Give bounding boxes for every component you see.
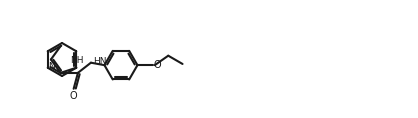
- Text: N: N: [48, 62, 55, 71]
- Text: O: O: [69, 91, 77, 101]
- Text: O: O: [154, 60, 161, 70]
- Text: NH: NH: [70, 56, 84, 65]
- Text: HN: HN: [93, 57, 106, 66]
